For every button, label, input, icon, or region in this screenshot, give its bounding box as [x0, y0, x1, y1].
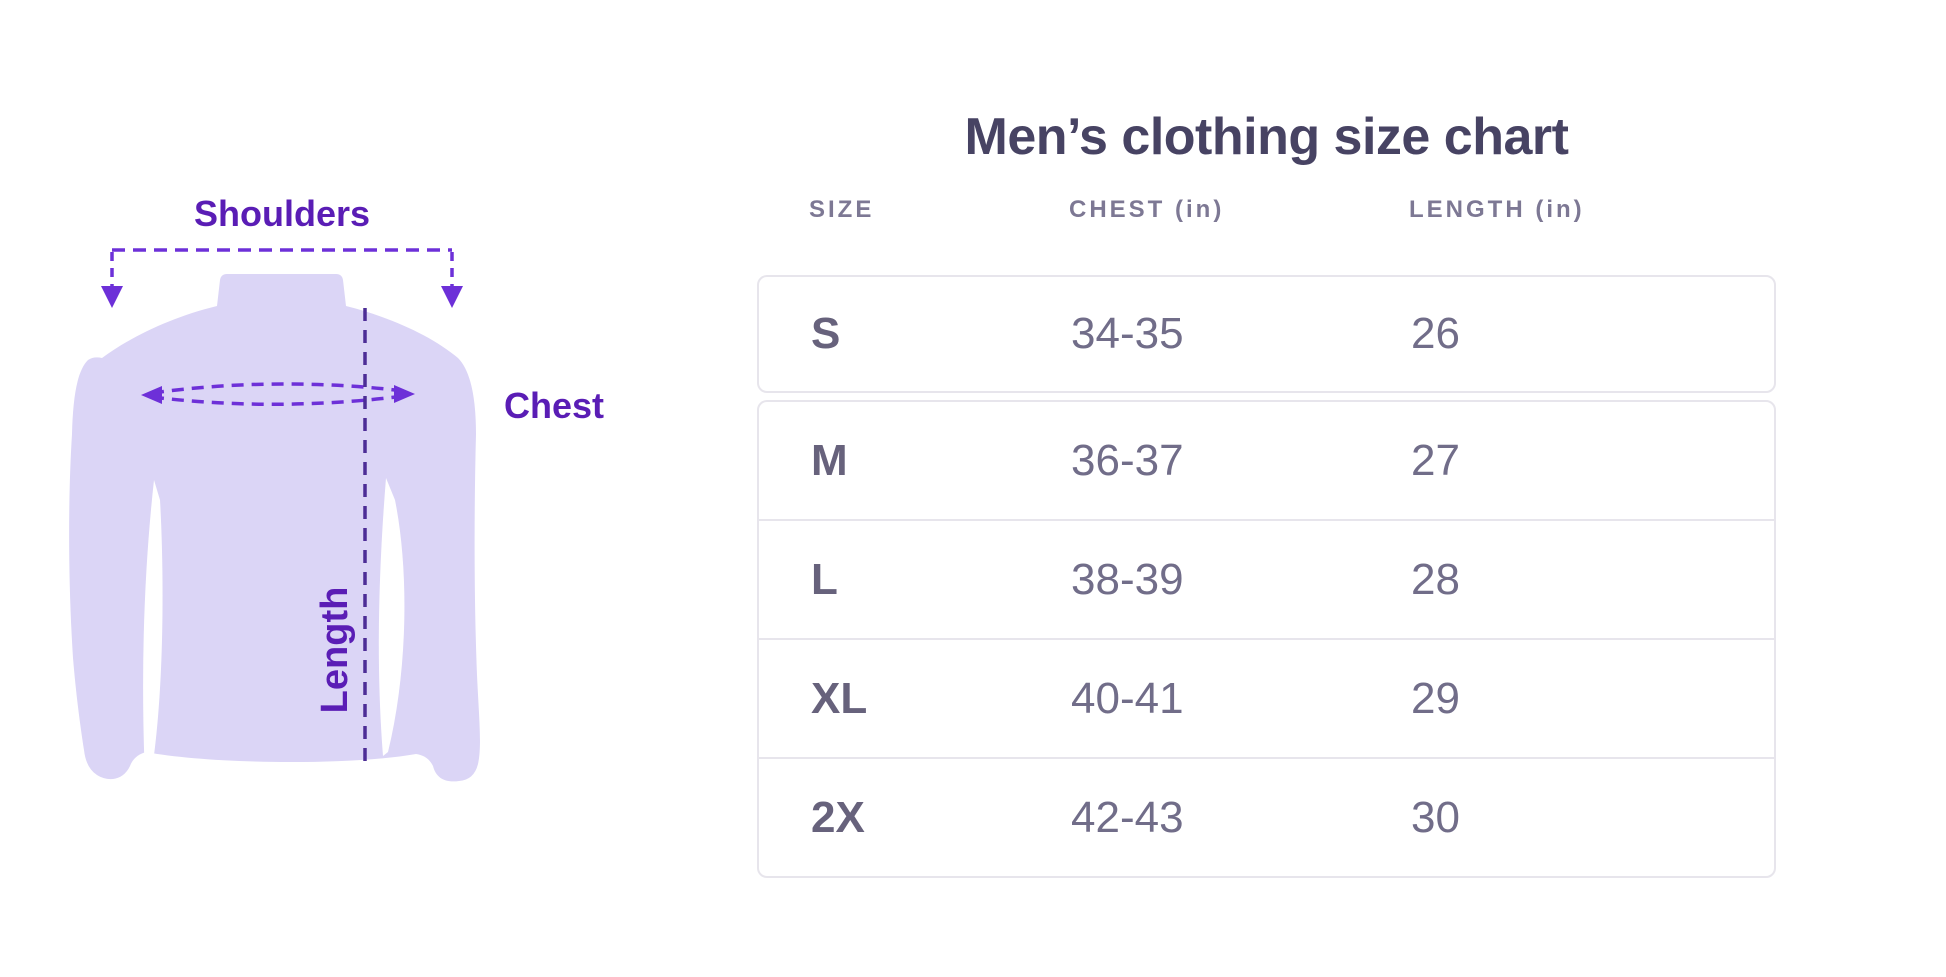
- page-title: Men’s clothing size chart: [964, 107, 1569, 166]
- shoulders-label: Shoulders: [194, 193, 370, 234]
- size-card-s: S 34-35 26: [757, 275, 1776, 393]
- table-row: 2X 42-43 30: [759, 757, 1774, 876]
- cell-length: 26: [1411, 309, 1460, 358]
- cell-chest: 36-37: [1071, 435, 1184, 485]
- table-row: L 38-39 28: [759, 519, 1774, 638]
- chest-label: Chest: [504, 385, 604, 426]
- table-header: SIZE CHEST (in) LENGTH (in): [757, 196, 1776, 224]
- chest-arrowhead-left: [141, 386, 162, 404]
- col-header-size: SIZE: [809, 196, 875, 223]
- cell-chest: 38-39: [1071, 554, 1184, 604]
- col-header-length: LENGTH (in): [1409, 196, 1585, 223]
- cell-size: 2X: [811, 792, 865, 842]
- cell-size: S: [811, 309, 841, 358]
- length-label: Length: [314, 587, 356, 714]
- chest-measure-ellipse: [151, 382, 405, 406]
- cell-chest: 34-35: [1071, 309, 1184, 358]
- cell-size: L: [811, 554, 838, 604]
- cell-chest: 40-41: [1071, 673, 1184, 723]
- cell-size: XL: [811, 673, 868, 723]
- sleeve-gap-left: [143, 480, 163, 782]
- table-row: XL 40-41 29: [759, 638, 1774, 757]
- cell-length: 27: [1411, 435, 1460, 485]
- cell-size: M: [811, 435, 848, 485]
- shoulders-measure-bracket: [110, 248, 454, 288]
- cell-length: 28: [1411, 554, 1460, 604]
- shoulders-arrowhead-right: [441, 286, 463, 308]
- shirt-measurement-diagram: Shoulders Chest Length: [40, 150, 620, 850]
- chest-arrowhead-right: [394, 385, 415, 403]
- cell-length: 29: [1411, 673, 1460, 723]
- shirt-diagram-svg: Shoulders Chest Length: [69, 193, 604, 782]
- cell-length: 30: [1411, 792, 1460, 842]
- col-header-chest: CHEST (in): [1069, 196, 1225, 223]
- shirt-silhouette: [69, 274, 480, 782]
- sleeve-gap-right: [378, 478, 405, 756]
- size-card-group: M 36-37 27 L 38-39 28 XL 40-41 29 2X 42-…: [757, 400, 1776, 878]
- table-row: S 34-35 26: [759, 277, 1774, 391]
- cell-chest: 42-43: [1071, 792, 1184, 842]
- shoulders-arrowhead-left: [101, 286, 123, 308]
- table-row: M 36-37 27: [759, 402, 1774, 519]
